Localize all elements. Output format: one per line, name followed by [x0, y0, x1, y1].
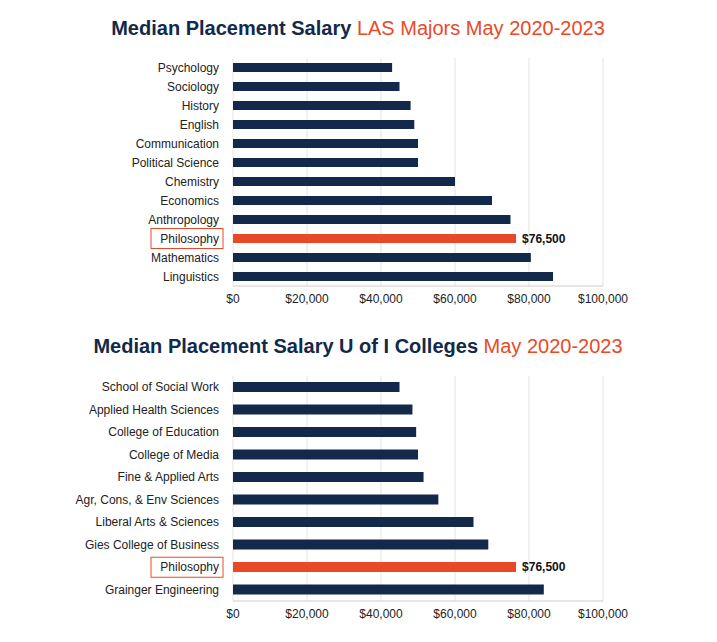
- svg-text:Communication: Communication: [136, 137, 219, 151]
- svg-text:Mathematics: Mathematics: [151, 251, 219, 265]
- svg-text:Grainger Engineering: Grainger Engineering: [105, 583, 219, 597]
- svg-text:$60,000: $60,000: [433, 292, 477, 306]
- svg-text:Liberal Arts & Sciences: Liberal Arts & Sciences: [96, 515, 219, 529]
- svg-text:$0: $0: [226, 292, 240, 306]
- svg-text:$40,000: $40,000: [359, 607, 403, 621]
- svg-text:History: History: [182, 99, 219, 113]
- svg-text:Linguistics: Linguistics: [163, 270, 219, 284]
- svg-text:English: English: [180, 118, 219, 132]
- svg-text:Gies College of Business: Gies College of Business: [85, 538, 219, 552]
- svg-text:Chemistry: Chemistry: [165, 175, 219, 189]
- svg-text:Sociology: Sociology: [167, 80, 219, 94]
- svg-text:Anthropology: Anthropology: [148, 213, 219, 227]
- html-text:Median Placement Salary LAS Ma: Median Placement Salary LAS Majors May 2…: [111, 17, 605, 39]
- svg-text:College of Media: College of Media: [129, 448, 219, 462]
- svg-text:Political Science: Political Science: [132, 156, 220, 170]
- svg-text:$76,500: $76,500: [522, 232, 566, 246]
- svg-text:$40,000: $40,000: [359, 292, 403, 306]
- svg-text:$80,000: $80,000: [507, 607, 551, 621]
- svg-text:$20,000: $20,000: [285, 607, 329, 621]
- svg-text:College of Education: College of Education: [108, 425, 219, 439]
- svg-text:Psychology: Psychology: [158, 61, 219, 75]
- svg-text:Fine & Applied Arts: Fine & Applied Arts: [118, 470, 219, 484]
- svg-text:Applied Health Sciences: Applied Health Sciences: [89, 403, 219, 417]
- svg-text:$60,000: $60,000: [433, 607, 477, 621]
- svg-text:$100,000: $100,000: [578, 607, 628, 621]
- svg-text:$100,000: $100,000: [578, 292, 628, 306]
- svg-text:$0: $0: [226, 607, 240, 621]
- svg-text:$76,500: $76,500: [522, 560, 566, 574]
- svg-text:$20,000: $20,000: [285, 292, 329, 306]
- svg-text:School of Social Work: School of Social Work: [102, 380, 220, 394]
- svg-text:Philosophy: Philosophy: [160, 232, 219, 246]
- html-text:Median Placement Salary U of I: Median Placement Salary U of I Colleges …: [93, 335, 623, 357]
- svg-text:Economics: Economics: [160, 194, 219, 208]
- svg-text:$80,000: $80,000: [507, 292, 551, 306]
- svg-text:Agr, Cons, & Env Sciences: Agr, Cons, & Env Sciences: [76, 493, 219, 507]
- svg-text:Philosophy: Philosophy: [160, 560, 219, 574]
